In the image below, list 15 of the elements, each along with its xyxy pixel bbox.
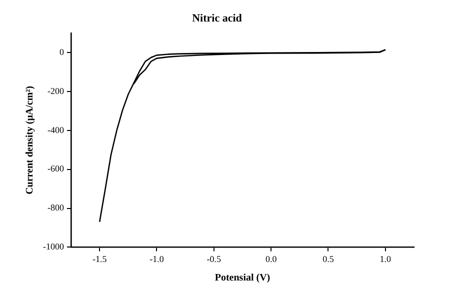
y-tick-label: 0 bbox=[59, 47, 64, 58]
chart-title: Nitric acid bbox=[192, 12, 242, 24]
x-axis-title: Potensial (V) bbox=[214, 272, 270, 284]
y-tick-label: -600 bbox=[47, 164, 64, 174]
y-tick-label: -400 bbox=[47, 124, 64, 135]
y-axis-title: Current density (μA/cm²) bbox=[24, 86, 36, 194]
x-tick-label: -0.5 bbox=[206, 254, 222, 264]
x-tick-label: 0.5 bbox=[322, 254, 334, 264]
y-tick-label: -200 bbox=[47, 86, 64, 96]
y-tick-label: -800 bbox=[47, 202, 64, 213]
x-tick-label: 1.0 bbox=[380, 254, 392, 264]
y-tick-label: -1000 bbox=[42, 242, 64, 252]
x-tick-label: -1.5 bbox=[92, 254, 108, 264]
x-tick-label: 0.0 bbox=[265, 254, 278, 264]
x-tick-label: -1.0 bbox=[150, 254, 164, 264]
